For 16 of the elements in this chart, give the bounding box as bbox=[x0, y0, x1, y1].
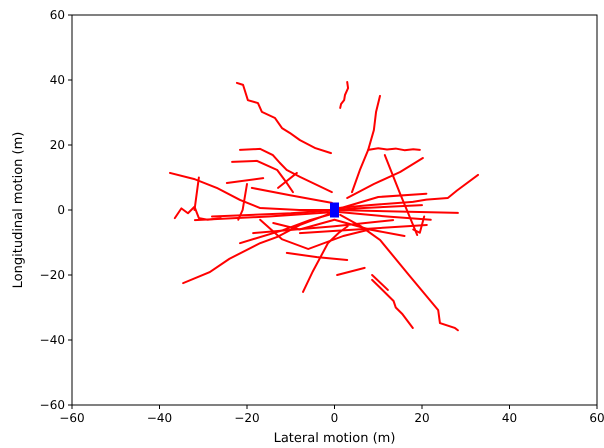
y-tick-label: −40 bbox=[40, 333, 65, 348]
y-tick-label: 60 bbox=[50, 8, 65, 22]
x-tick-label: −40 bbox=[146, 411, 172, 425]
y-axis-title: Longitudinal motion (m) bbox=[11, 132, 26, 288]
x-axis-title: Lateral motion (m) bbox=[274, 431, 396, 446]
x-tick-label: 0 bbox=[330, 411, 338, 425]
y-tick-label: −60 bbox=[40, 398, 65, 412]
x-tick-label: −20 bbox=[234, 411, 260, 425]
y-tick-label: 0 bbox=[57, 203, 65, 218]
x-tick-label: 20 bbox=[414, 411, 430, 425]
x-tick-label: 40 bbox=[502, 411, 518, 425]
y-tick-label: 40 bbox=[50, 73, 65, 88]
y-tick-label: 20 bbox=[50, 138, 65, 152]
x-tick-label: 60 bbox=[589, 411, 604, 425]
y-tick-label: −20 bbox=[40, 268, 65, 282]
x-tick-label: −60 bbox=[59, 411, 85, 425]
